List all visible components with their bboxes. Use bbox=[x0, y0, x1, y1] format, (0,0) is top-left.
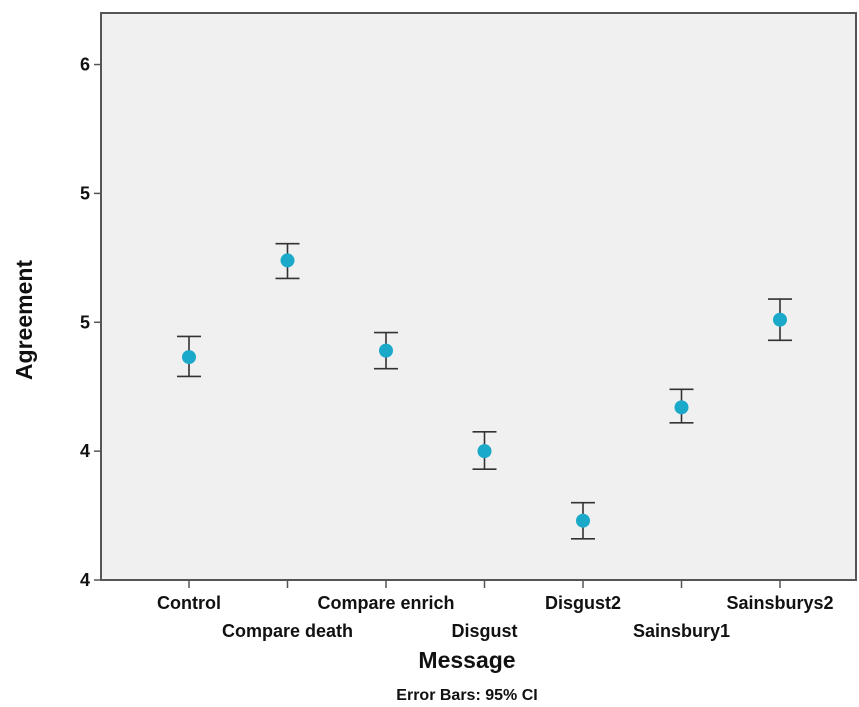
data-marks bbox=[177, 242, 792, 540]
mean-point bbox=[576, 513, 590, 528]
plot-area bbox=[100, 12, 857, 581]
x-category-label: Control bbox=[157, 593, 221, 613]
mean-point bbox=[182, 350, 196, 365]
y-tick-label: 5 bbox=[80, 183, 90, 203]
y-axis-title: Agreement bbox=[11, 260, 37, 380]
mean-point bbox=[477, 444, 492, 459]
y-axis-ticks: 4 4 5 5 6 bbox=[80, 55, 101, 590]
mean-point bbox=[773, 312, 787, 327]
error-bar-note: Error Bars: 95% CI bbox=[396, 687, 537, 704]
x-axis-title: Message bbox=[418, 647, 515, 673]
x-category-label: Sainsburys2 bbox=[726, 593, 833, 613]
mean-point bbox=[379, 343, 393, 358]
y-tick-label: 4 bbox=[80, 441, 90, 461]
x-category-label: Sainsbury1 bbox=[633, 621, 730, 641]
x-category-label: Disgust bbox=[451, 621, 517, 641]
mean-point bbox=[280, 253, 295, 268]
x-category-label: Compare enrich bbox=[317, 593, 454, 613]
mean-point bbox=[674, 400, 689, 415]
x-category-label: Disgust2 bbox=[545, 593, 621, 613]
x-category-label: Compare death bbox=[222, 621, 353, 641]
y-tick-label: 6 bbox=[80, 55, 90, 75]
y-tick-label: 4 bbox=[80, 570, 90, 590]
y-tick-label: 5 bbox=[80, 312, 90, 332]
